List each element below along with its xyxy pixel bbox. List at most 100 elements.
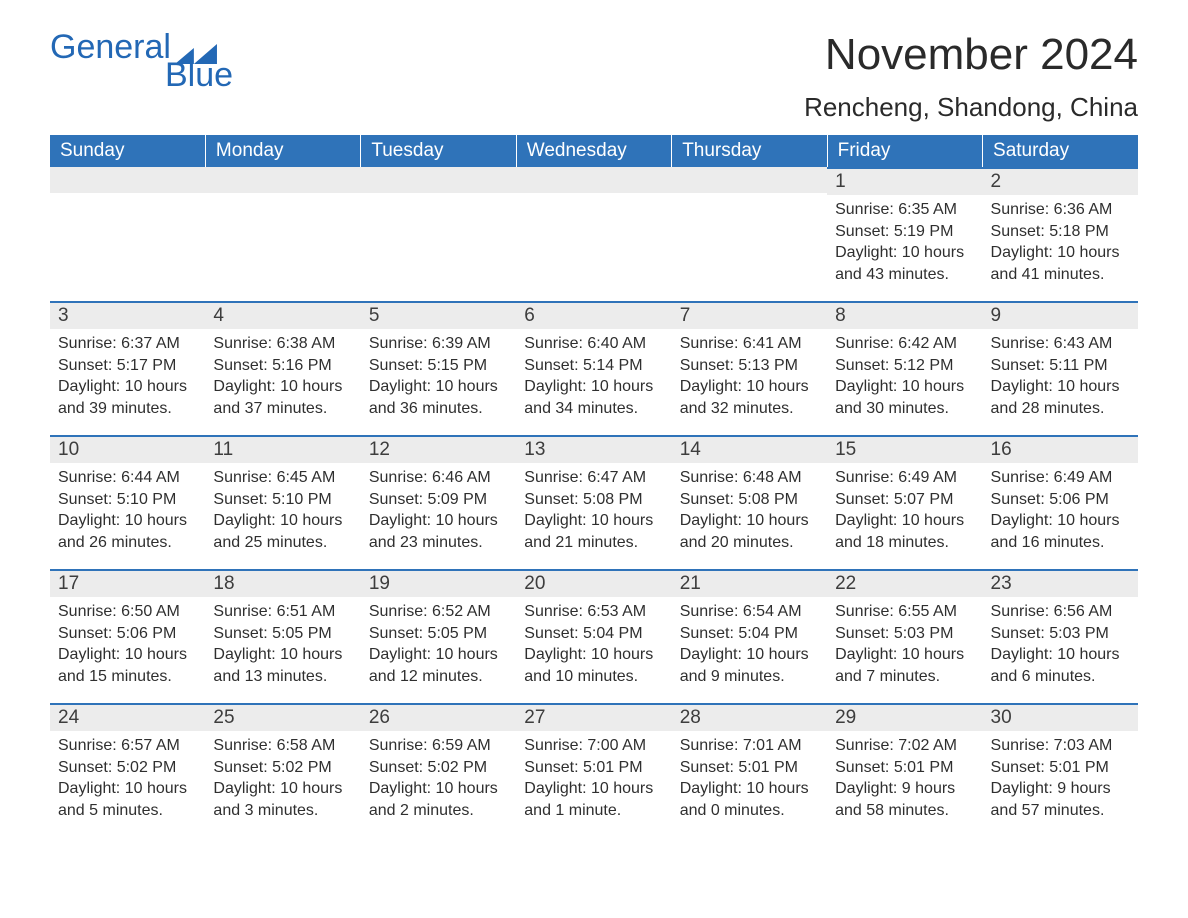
sunrise-text: Sunrise: 6:49 AM: [991, 467, 1130, 489]
sunset-text: Sunset: 5:02 PM: [369, 757, 508, 779]
sunset-text: Sunset: 5:01 PM: [524, 757, 663, 779]
weekday-header: Monday: [205, 135, 360, 167]
day-info: Sunrise: 6:56 AMSunset: 5:03 PMDaylight:…: [983, 597, 1138, 693]
day-info: Sunrise: 6:42 AMSunset: 5:12 PMDaylight:…: [827, 329, 982, 425]
daylight-text: Daylight: 9 hours and 58 minutes.: [835, 778, 974, 821]
day-cell: 18Sunrise: 6:51 AMSunset: 5:05 PMDayligh…: [205, 569, 360, 703]
day-number: 16: [983, 437, 1138, 463]
day-info: Sunrise: 6:49 AMSunset: 5:07 PMDaylight:…: [827, 463, 982, 559]
weekday-header: Sunday: [50, 135, 205, 167]
sunset-text: Sunset: 5:03 PM: [991, 623, 1130, 645]
day-number: 6: [516, 303, 671, 329]
sunrise-text: Sunrise: 6:37 AM: [58, 333, 197, 355]
day-cell: 8Sunrise: 6:42 AMSunset: 5:12 PMDaylight…: [827, 301, 982, 435]
sunset-text: Sunset: 5:09 PM: [369, 489, 508, 511]
daylight-text: Daylight: 10 hours and 43 minutes.: [835, 242, 974, 285]
daylight-text: Daylight: 10 hours and 7 minutes.: [835, 644, 974, 687]
day-info: Sunrise: 6:52 AMSunset: 5:05 PMDaylight:…: [361, 597, 516, 693]
day-cell: 2Sunrise: 6:36 AMSunset: 5:18 PMDaylight…: [983, 167, 1138, 301]
daylight-text: Daylight: 10 hours and 9 minutes.: [680, 644, 819, 687]
calendar-table: Sunday Monday Tuesday Wednesday Thursday…: [50, 135, 1138, 837]
calendar-cell: 21Sunrise: 6:54 AMSunset: 5:04 PMDayligh…: [672, 569, 827, 703]
day-number: 8: [827, 303, 982, 329]
day-info: Sunrise: 6:40 AMSunset: 5:14 PMDaylight:…: [516, 329, 671, 425]
day-number: 27: [516, 705, 671, 731]
day-number: 29: [827, 705, 982, 731]
day-number: 19: [361, 571, 516, 597]
sunset-text: Sunset: 5:01 PM: [680, 757, 819, 779]
sunrise-text: Sunrise: 7:01 AM: [680, 735, 819, 757]
daylight-text: Daylight: 10 hours and 12 minutes.: [369, 644, 508, 687]
day-cell: 4Sunrise: 6:38 AMSunset: 5:16 PMDaylight…: [205, 301, 360, 435]
calendar-cell: 19Sunrise: 6:52 AMSunset: 5:05 PMDayligh…: [361, 569, 516, 703]
sunrise-text: Sunrise: 6:39 AM: [369, 333, 508, 355]
sunset-text: Sunset: 5:01 PM: [991, 757, 1130, 779]
day-cell: 21Sunrise: 6:54 AMSunset: 5:04 PMDayligh…: [672, 569, 827, 703]
daylight-text: Daylight: 10 hours and 23 minutes.: [369, 510, 508, 553]
sunset-text: Sunset: 5:06 PM: [991, 489, 1130, 511]
day-info: Sunrise: 6:51 AMSunset: 5:05 PMDaylight:…: [205, 597, 360, 693]
day-number: 15: [827, 437, 982, 463]
sunrise-text: Sunrise: 6:56 AM: [991, 601, 1130, 623]
calendar-cell: 4Sunrise: 6:38 AMSunset: 5:16 PMDaylight…: [205, 301, 360, 435]
day-cell: 1Sunrise: 6:35 AMSunset: 5:19 PMDaylight…: [827, 167, 982, 301]
daylight-text: Daylight: 10 hours and 32 minutes.: [680, 376, 819, 419]
day-cell: 13Sunrise: 6:47 AMSunset: 5:08 PMDayligh…: [516, 435, 671, 569]
calendar-cell: 10Sunrise: 6:44 AMSunset: 5:10 PMDayligh…: [50, 435, 205, 569]
day-number: 20: [516, 571, 671, 597]
sunrise-text: Sunrise: 7:03 AM: [991, 735, 1130, 757]
sunrise-text: Sunrise: 6:44 AM: [58, 467, 197, 489]
day-number: 26: [361, 705, 516, 731]
calendar-cell: 17Sunrise: 6:50 AMSunset: 5:06 PMDayligh…: [50, 569, 205, 703]
weekday-header: Saturday: [983, 135, 1138, 167]
day-info: Sunrise: 7:00 AMSunset: 5:01 PMDaylight:…: [516, 731, 671, 827]
calendar-cell: 3Sunrise: 6:37 AMSunset: 5:17 PMDaylight…: [50, 301, 205, 435]
daylight-text: Daylight: 10 hours and 30 minutes.: [835, 376, 974, 419]
calendar-week-row: 3 Sunrise: 6:37 AMSunset: 5:17 PM Daylight…: [50, 301, 1138, 435]
day-cell: 16Sunrise: 6:49 AMSunset: 5:06 PMDayligh…: [983, 435, 1138, 569]
sunrise-text: Sunrise: 6:50 AM: [58, 601, 197, 623]
calendar-cell: [361, 167, 516, 301]
weekday-header: Friday: [827, 135, 982, 167]
sunset-text: Sunset: 5:18 PM: [991, 221, 1130, 243]
empty-daynum: [205, 167, 360, 193]
day-info: Sunrise: 6:46 AMSunset: 5:09 PMDaylight:…: [361, 463, 516, 559]
day-info: Sunrise: 6:39 AMSunset: 5:15 PMDaylight:…: [361, 329, 516, 425]
day-info: Sunrise: 6:50 AMSunset: 5:06 PMDaylight:…: [50, 597, 205, 693]
day-number: 9: [983, 303, 1138, 329]
day-number: 28: [672, 705, 827, 731]
weekday-header-row: Sunday Monday Tuesday Wednesday Thursday…: [50, 135, 1138, 167]
sunset-text: Sunset: 5:15 PM: [369, 355, 508, 377]
day-info: Sunrise: 6:38 AMSunset: 5:16 PMDaylight:…: [205, 329, 360, 425]
daylight-text: Daylight: 10 hours and 18 minutes.: [835, 510, 974, 553]
sunrise-text: Sunrise: 6:41 AM: [680, 333, 819, 355]
sunrise-text: Sunrise: 6:38 AM: [213, 333, 352, 355]
day-info: Sunrise: 6:47 AMSunset: 5:08 PMDaylight:…: [516, 463, 671, 559]
day-number: 24: [50, 705, 205, 731]
day-number: 21: [672, 571, 827, 597]
day-number: 18: [205, 571, 360, 597]
day-cell: 6Sunrise: 6:40 AMSunset: 5:14 PMDaylight…: [516, 301, 671, 435]
sunrise-text: Sunrise: 6:48 AM: [680, 467, 819, 489]
day-number: 7: [672, 303, 827, 329]
day-number: 3: [50, 303, 205, 329]
day-cell: 28Sunrise: 7:01 AMSunset: 5:01 PMDayligh…: [672, 703, 827, 837]
calendar-cell: 18Sunrise: 6:51 AMSunset: 5:05 PMDayligh…: [205, 569, 360, 703]
daylight-text: Daylight: 10 hours and 28 minutes.: [991, 376, 1130, 419]
day-info: Sunrise: 7:01 AMSunset: 5:01 PMDaylight:…: [672, 731, 827, 827]
day-cell: 25Sunrise: 6:58 AMSunset: 5:02 PMDayligh…: [205, 703, 360, 837]
sunset-text: Sunset: 5:16 PM: [213, 355, 352, 377]
sunset-text: Sunset: 5:17 PM: [58, 355, 197, 377]
day-info: Sunrise: 6:36 AMSunset: 5:18 PMDaylight:…: [983, 195, 1138, 291]
daylight-text: Daylight: 10 hours and 20 minutes.: [680, 510, 819, 553]
page-header: General Blue November 2024 Rencheng, Sha…: [50, 30, 1138, 123]
sunset-text: Sunset: 5:05 PM: [369, 623, 508, 645]
day-cell: 15Sunrise: 6:49 AMSunset: 5:07 PMDayligh…: [827, 435, 982, 569]
day-number: 23: [983, 571, 1138, 597]
sunset-text: Sunset: 5:06 PM: [58, 623, 197, 645]
calendar-cell: 13Sunrise: 6:47 AMSunset: 5:08 PMDayligh…: [516, 435, 671, 569]
daylight-text: Daylight: 10 hours and 13 minutes.: [213, 644, 352, 687]
daylight-text: Daylight: 10 hours and 26 minutes.: [58, 510, 197, 553]
sunrise-text: Sunrise: 6:55 AM: [835, 601, 974, 623]
day-info: Sunrise: 6:53 AMSunset: 5:04 PMDaylight:…: [516, 597, 671, 693]
